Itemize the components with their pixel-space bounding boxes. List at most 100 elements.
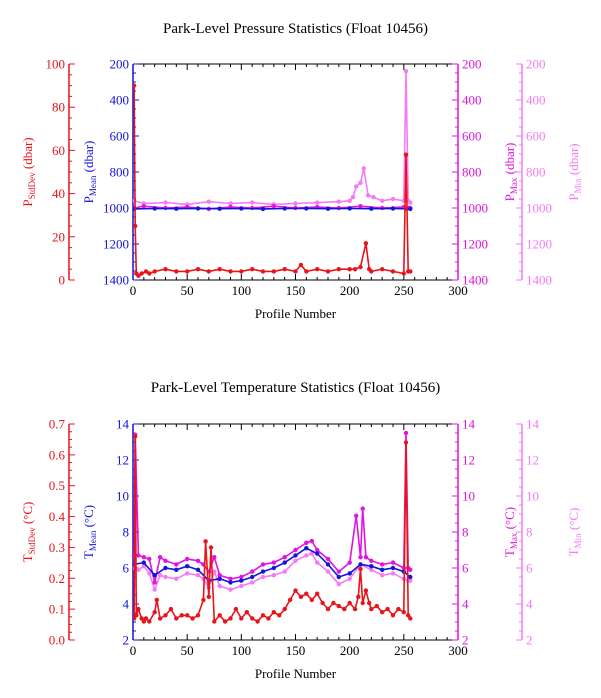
data-point-TMin — [304, 553, 309, 558]
data-point-PStdDev — [271, 269, 276, 274]
data-point-TMax — [369, 558, 374, 563]
y-tick-label: 0.0 — [49, 633, 65, 648]
data-point-TStdDev — [174, 616, 179, 621]
data-point-TMax — [250, 569, 255, 574]
data-point-TMin — [315, 560, 320, 565]
y-axis-label-unit: (dbar) — [502, 143, 517, 178]
data-point-PMin — [408, 200, 413, 205]
data-point-TStdDev — [282, 606, 287, 612]
data-point-TStdDev — [201, 597, 206, 603]
data-point-PStdDev — [133, 223, 138, 229]
data-point-TMax — [271, 560, 276, 565]
y-tick-label: 2 — [462, 633, 469, 648]
data-point-TMax — [152, 580, 157, 585]
data-point-PMean — [195, 206, 201, 211]
data-point-TMin — [152, 587, 157, 592]
data-point-PStdDev — [347, 267, 352, 272]
data-point-TStdDev — [143, 616, 149, 621]
y-tick-label: 200 — [110, 57, 130, 72]
data-point-TStdDev — [203, 539, 208, 544]
data-point-PMin — [350, 195, 356, 200]
data-point-PStdDev — [217, 267, 222, 272]
data-point-TMean — [152, 573, 157, 578]
y-tick-label: 6 — [462, 561, 469, 576]
data-point-PStdDev — [139, 271, 144, 276]
y-tick-label: 1200 — [462, 237, 488, 252]
y-tick-label: 200 — [526, 57, 546, 72]
y-axis-label-main: T — [20, 554, 35, 562]
x-axis-label: Profile Number — [255, 666, 337, 681]
data-point-PMean — [152, 206, 157, 211]
y-tick-label: 10 — [116, 489, 129, 504]
data-point-TStdDev — [179, 613, 184, 618]
y-tick-label: 20 — [52, 229, 65, 244]
data-point-TStdDev — [331, 600, 336, 606]
data-point-TMean — [325, 562, 331, 567]
chart-title: Park-Level Pressure Statistics (Float 10… — [163, 21, 428, 37]
data-point-TStdDev — [287, 597, 293, 603]
y-tick-label: 14 — [462, 417, 476, 432]
data-point-TStdDev — [163, 613, 168, 618]
data-point-TMax — [157, 555, 163, 560]
data-point-TStdDev — [304, 591, 309, 596]
data-point-PStdDev — [325, 269, 331, 274]
x-tick-label: 100 — [232, 283, 252, 298]
y-axis-label-main: P — [81, 196, 96, 203]
data-point-PMin — [365, 193, 371, 198]
data-point-PMean — [325, 206, 331, 211]
data-point-TMin — [250, 580, 255, 585]
data-point-PMin — [361, 166, 366, 171]
chart-panel-1: Park-Level Pressure Statistics (Float 10… — [20, 21, 583, 321]
series-line-PMean — [134, 207, 411, 210]
y-axis-label-4: TMin (°C) — [566, 508, 583, 557]
y-axis-label-unit: (°C) — [502, 507, 517, 533]
data-point-PStdDev — [401, 271, 406, 276]
data-point-PStdDev — [358, 264, 363, 270]
data-point-TMin — [336, 582, 341, 587]
y-tick-label: 600 — [110, 129, 130, 144]
y-tick-label: 0.3 — [49, 540, 65, 555]
x-tick-label: 250 — [394, 283, 414, 298]
data-point-TMin — [163, 574, 168, 580]
data-point-TMax — [403, 430, 409, 436]
y-tick-label: 8 — [123, 525, 130, 540]
data-point-TMean — [380, 567, 385, 572]
data-point-PStdDev — [250, 267, 255, 272]
data-point-TMean — [239, 578, 244, 583]
y-tick-label: 400 — [110, 93, 130, 108]
data-point-TMean — [271, 565, 276, 571]
data-point-PStdDev — [380, 267, 385, 272]
data-point-PMin — [390, 196, 396, 202]
data-point-TStdDev — [298, 594, 304, 599]
data-point-PMin — [250, 200, 255, 205]
data-point-TStdDev — [228, 616, 233, 621]
y-tick-label: 0.7 — [49, 417, 66, 432]
y-tick-label: 0 — [59, 273, 66, 288]
y-tick-label: 1200 — [526, 237, 552, 252]
data-point-TStdDev — [260, 613, 266, 618]
data-point-TStdDev — [342, 606, 347, 612]
y-tick-label: 4 — [526, 597, 533, 612]
data-point-PStdDev — [174, 269, 179, 274]
data-point-TMean — [260, 569, 266, 574]
y-axis-label-3: TMax (°C) — [502, 507, 519, 557]
data-point-TStdDev — [358, 566, 363, 572]
data-point-PMean — [260, 206, 266, 212]
data-point-TMin — [380, 573, 385, 578]
x-tick-label: 300 — [448, 283, 468, 298]
data-point-PStdDev — [260, 269, 266, 274]
data-point-TStdDev — [390, 613, 396, 618]
data-point-PStdDev — [152, 269, 157, 274]
data-point-TStdDev — [347, 600, 352, 606]
data-point-TMean — [217, 576, 222, 581]
data-point-TStdDev — [367, 600, 372, 606]
data-point-TMean — [185, 564, 190, 569]
series-line-TStdDev — [133, 436, 411, 624]
x-tick-label: 300 — [448, 643, 468, 658]
data-point-TMax — [325, 556, 331, 562]
y-tick-label: 8 — [526, 525, 533, 540]
data-point-PMean — [390, 206, 396, 211]
y-tick-label: 200 — [462, 57, 482, 72]
y-tick-label: 6 — [526, 561, 533, 576]
y-tick-label: 100 — [46, 57, 66, 72]
